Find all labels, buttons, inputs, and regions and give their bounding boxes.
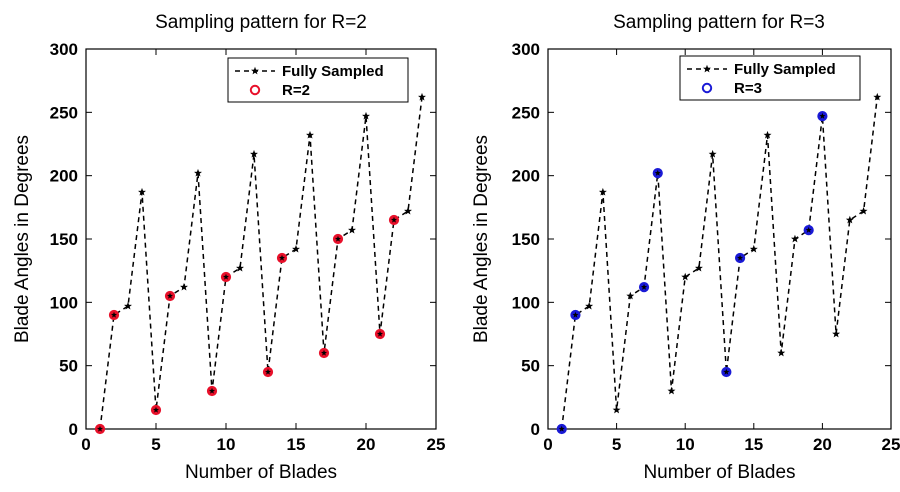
x-axis-label: Number of Blades (643, 462, 795, 483)
y-tick-label: 150 (50, 230, 78, 249)
sampled-point-center (278, 254, 286, 261)
sampled-point-center (805, 226, 812, 233)
fully-sampled-point (749, 244, 758, 253)
x-tick-label: 15 (287, 435, 306, 454)
chart-panel-1: Sampling pattern for R=20 5 10 15 20 25050100… (12, 12, 445, 483)
fully-sampled-point (790, 234, 799, 243)
fully-sampled-point (626, 291, 635, 300)
y-tick-label: 200 (50, 167, 78, 186)
y-tick-label: 150 (512, 230, 540, 249)
x-tick-label: 10 (217, 435, 236, 454)
sampled-point-center (654, 169, 661, 176)
sampled-point-center (819, 112, 826, 119)
series-line-fully-sampled (560, 97, 879, 430)
legend: Fully Sampled R=3 (679, 55, 861, 101)
y-tick-label: 50 (59, 357, 78, 376)
x-tick-label: 10 (676, 435, 695, 454)
fully-sampled-point (763, 130, 772, 139)
fully-sampled-point (598, 187, 607, 196)
y-tick-label: 300 (50, 40, 78, 59)
fully-sampled-point (612, 405, 621, 414)
sampled-point-center (723, 368, 730, 375)
fully-sampled-point (250, 149, 258, 158)
chart-panel-2: Sampling pattern for R=30 5 10 15 20 25050100… (471, 12, 900, 483)
sampled-point-center (641, 283, 648, 290)
sampled-point-center (334, 235, 342, 242)
fully-sampled-point (859, 206, 868, 215)
y-tick-label: 50 (521, 357, 540, 376)
x-tick-label: 0 (81, 435, 90, 454)
x-tick-label: 20 (813, 435, 832, 454)
chart-title: Sampling pattern for R=3 (613, 12, 825, 33)
sampled-point-center (320, 349, 328, 356)
x-tick-label: 0 (543, 435, 552, 454)
fully-sampled-point (418, 92, 426, 101)
legend-box (227, 57, 409, 103)
y-tick-label: 100 (512, 293, 540, 312)
y-tick-label: 250 (50, 103, 78, 122)
y-tick-label: 0 (69, 420, 78, 439)
fully-sampled-point (138, 187, 146, 196)
y-axis-label: Blade Angles in Degrees (12, 135, 33, 343)
sampled-point-center (96, 425, 104, 432)
fully-sampled-point (585, 301, 594, 310)
sampled-point-center (390, 216, 398, 223)
fully-sampled-point (362, 111, 370, 120)
legend-star-marker (251, 66, 259, 75)
chart-title: Sampling pattern for R=2 (155, 12, 367, 33)
fully-sampled-point (694, 263, 703, 272)
legend-star-marker (703, 64, 711, 73)
legend-label-sampled: R=3 (734, 80, 762, 97)
fully-sampled-point (845, 215, 854, 224)
legend-circle-marker (701, 82, 713, 94)
x-tick-label: 25 (882, 435, 900, 454)
fully-sampled-point (194, 168, 202, 177)
sampled-point-center (222, 273, 230, 280)
fully-sampled-point (292, 244, 300, 253)
legend-label-fully-sampled: Fully Sampled (282, 63, 384, 80)
legend-label-fully-sampled: Fully Sampled (734, 61, 836, 78)
sampled-point-center (737, 254, 744, 261)
plot-frame (85, 48, 437, 430)
x-tick-label: 5 (612, 435, 621, 454)
fully-sampled-point (348, 225, 356, 234)
plot-frame (547, 48, 892, 430)
fully-sampled-point (124, 301, 132, 310)
x-tick-label: 25 (427, 435, 446, 454)
series-line-fully-sampled (99, 97, 423, 430)
fully-sampled-point (832, 329, 841, 338)
fully-sampled-point (306, 130, 314, 139)
legend-circle-marker (249, 84, 261, 96)
sampled-point-center (152, 406, 160, 413)
sampled-point-center (166, 292, 174, 299)
y-tick-label: 300 (512, 40, 540, 59)
legend-label-sampled: R=2 (282, 82, 310, 99)
x-axis-label: Number of Blades (185, 462, 337, 483)
fully-sampled-point (236, 263, 244, 272)
fully-sampled-point (404, 206, 412, 215)
x-tick-label: 15 (744, 435, 763, 454)
sampled-point-center (572, 311, 579, 318)
sampled-point-center (110, 311, 118, 318)
sampled-point-center (558, 425, 565, 432)
y-tick-label: 100 (50, 293, 78, 312)
fully-sampled-point (873, 92, 882, 101)
y-tick-label: 0 (531, 420, 540, 439)
legend: Fully Sampled R=2 (227, 57, 409, 103)
y-tick-label: 200 (512, 167, 540, 186)
y-tick-label: 250 (512, 103, 540, 122)
fully-sampled-point (667, 386, 676, 395)
x-tick-label: 5 (151, 435, 160, 454)
fully-sampled-point (708, 149, 717, 158)
sampled-point-center (208, 387, 216, 394)
sampled-point-center (376, 330, 384, 337)
fully-sampled-point (777, 348, 786, 357)
legend-box (679, 55, 861, 101)
fully-sampled-point (180, 282, 188, 291)
y-axis-label: Blade Angles in Degrees (471, 135, 492, 343)
x-tick-label: 20 (357, 435, 376, 454)
fully-sampled-point (681, 272, 690, 281)
sampled-point-center (264, 368, 272, 375)
